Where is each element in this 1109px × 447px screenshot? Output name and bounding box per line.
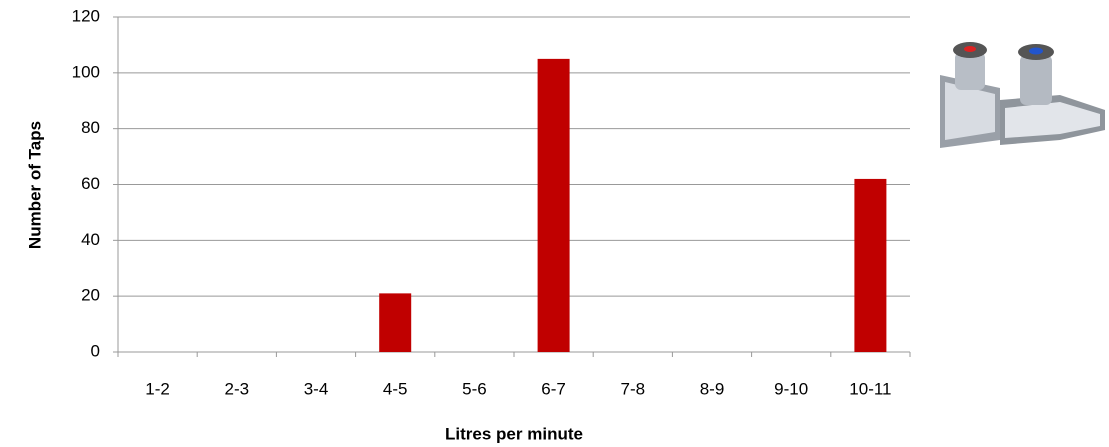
bar	[379, 293, 412, 352]
x-axis-title: Litres per minute	[445, 424, 583, 443]
x-tick-label: 4-5	[383, 379, 408, 398]
x-tick-label: 5-6	[462, 379, 487, 398]
y-tick-label: 0	[91, 341, 100, 360]
bar	[854, 178, 887, 352]
tap-illustration	[940, 42, 1105, 148]
y-tick-label: 80	[81, 118, 100, 137]
x-tick-label: 2-3	[225, 379, 250, 398]
y-tick-label: 60	[81, 174, 100, 193]
y-tick-label: 120	[72, 6, 100, 25]
y-tick-label: 100	[72, 62, 100, 81]
x-tick-label: 1-2	[145, 379, 170, 398]
y-axis-title: Number of Taps	[25, 121, 44, 249]
x-tick-label: 8-9	[700, 379, 725, 398]
x-tick-label: 9-10	[774, 379, 808, 398]
x-tick-label: 6-7	[541, 379, 566, 398]
y-tick-label: 40	[81, 230, 100, 249]
bar	[537, 58, 570, 352]
x-tick-label: 10-11	[849, 379, 891, 398]
x-tick-label: 3-4	[304, 379, 329, 398]
y-tick-label: 20	[81, 286, 100, 305]
x-tick-label: 7-8	[621, 379, 646, 398]
